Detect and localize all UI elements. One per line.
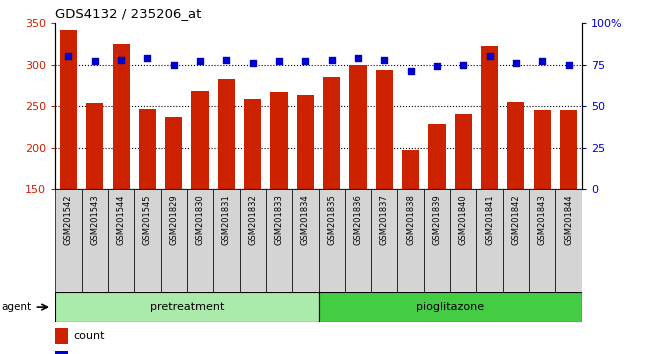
Bar [428, 124, 445, 189]
Text: GSM201843: GSM201843 [538, 195, 547, 245]
Text: GSM201844: GSM201844 [564, 195, 573, 245]
Bar [240, 189, 266, 292]
Text: agent: agent [1, 302, 31, 312]
Text: count: count [73, 331, 105, 341]
Point [458, 62, 469, 68]
Point [168, 62, 179, 68]
Point [406, 68, 416, 74]
Text: GSM201544: GSM201544 [116, 195, 125, 245]
Bar [213, 189, 240, 292]
Bar [534, 110, 551, 189]
Point [379, 57, 389, 62]
Text: GDS4132 / 235206_at: GDS4132 / 235206_at [55, 7, 201, 21]
Text: GSM201543: GSM201543 [90, 195, 99, 245]
Point [274, 58, 284, 64]
Text: GSM201839: GSM201839 [432, 195, 441, 245]
Text: GSM201837: GSM201837 [380, 195, 389, 245]
Bar [292, 189, 318, 292]
Bar [135, 189, 161, 292]
Point [432, 63, 442, 69]
Point [116, 57, 126, 62]
Text: GSM201841: GSM201841 [485, 195, 494, 245]
Bar [55, 292, 318, 322]
Bar [165, 117, 182, 189]
Bar [55, 351, 68, 354]
Bar [350, 65, 367, 189]
Text: pioglitazone: pioglitazone [416, 302, 484, 312]
Bar [424, 189, 450, 292]
Bar [187, 189, 213, 292]
Bar [560, 110, 577, 189]
Text: GSM201842: GSM201842 [512, 195, 521, 245]
Text: GSM201831: GSM201831 [222, 195, 231, 245]
Bar [161, 189, 187, 292]
Text: GSM201829: GSM201829 [169, 195, 178, 245]
Point [511, 60, 521, 66]
Bar [192, 91, 209, 189]
Point [300, 58, 311, 64]
Bar [218, 79, 235, 189]
Point [248, 60, 258, 66]
Bar [318, 292, 582, 322]
Text: GSM201542: GSM201542 [64, 195, 73, 245]
Bar [108, 189, 135, 292]
Bar [55, 189, 82, 292]
Point [484, 53, 495, 59]
Text: GSM201832: GSM201832 [248, 195, 257, 245]
Text: pretreatment: pretreatment [150, 302, 224, 312]
Point [353, 55, 363, 61]
Bar [556, 189, 582, 292]
Bar [345, 189, 371, 292]
Bar [60, 30, 77, 189]
Bar [481, 46, 498, 189]
Bar [455, 114, 472, 189]
Bar [529, 189, 556, 292]
Bar [508, 102, 525, 189]
Point [195, 58, 205, 64]
Bar [371, 189, 398, 292]
Bar [244, 99, 261, 189]
Bar [450, 189, 476, 292]
Point [564, 62, 574, 68]
Bar [376, 70, 393, 189]
Bar [398, 189, 424, 292]
Bar [297, 95, 314, 189]
Bar [139, 109, 156, 189]
Bar [82, 189, 108, 292]
Point [63, 53, 73, 59]
Bar [476, 189, 503, 292]
Bar [266, 189, 292, 292]
Text: GSM201834: GSM201834 [301, 195, 310, 245]
Bar [402, 150, 419, 189]
Bar [55, 328, 68, 344]
Text: GSM201833: GSM201833 [274, 195, 283, 245]
Bar [323, 77, 340, 189]
Text: GSM201838: GSM201838 [406, 195, 415, 245]
Bar [503, 189, 529, 292]
Text: GSM201835: GSM201835 [327, 195, 336, 245]
Point [90, 58, 100, 64]
Point [326, 57, 337, 62]
Text: GSM201836: GSM201836 [354, 195, 363, 245]
Text: GSM201840: GSM201840 [459, 195, 468, 245]
Text: GSM201545: GSM201545 [143, 195, 152, 245]
Point [142, 55, 153, 61]
Point [537, 58, 547, 64]
Bar [318, 189, 345, 292]
Bar [270, 92, 287, 189]
Text: GSM201830: GSM201830 [196, 195, 205, 245]
Point [221, 57, 231, 62]
Bar [112, 44, 129, 189]
Bar [86, 103, 103, 189]
